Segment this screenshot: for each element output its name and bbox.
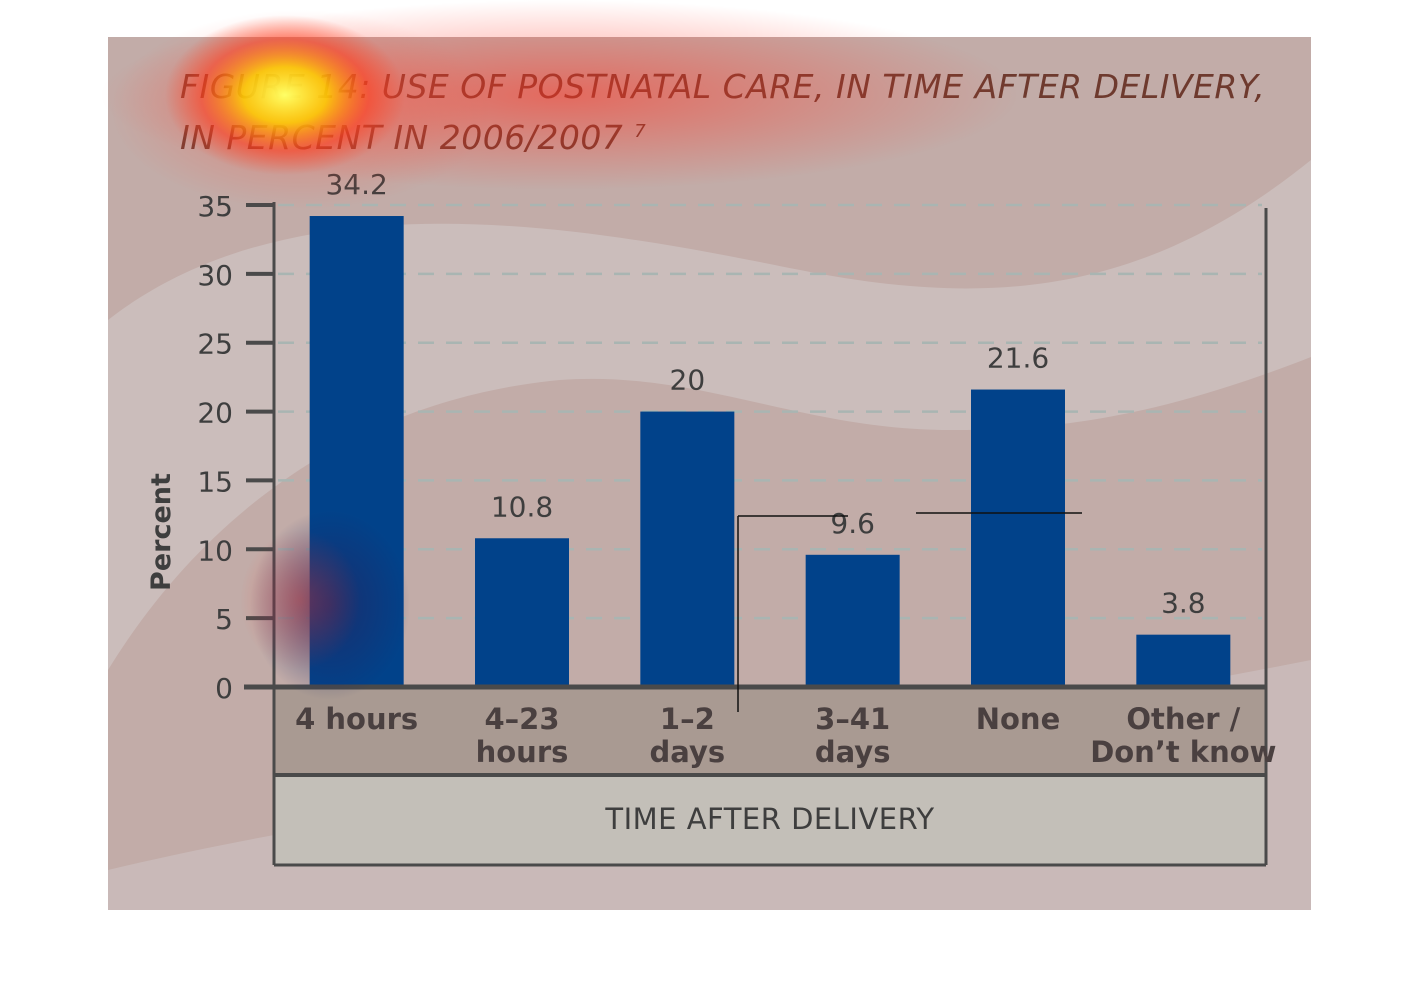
data-label: 3.8 bbox=[1161, 587, 1206, 620]
bar bbox=[805, 554, 900, 687]
category-label-band bbox=[274, 687, 1266, 775]
y-tick-label: 10 bbox=[197, 534, 233, 567]
data-label: 20 bbox=[670, 364, 706, 397]
category-label: None bbox=[976, 702, 1061, 736]
bar bbox=[1136, 634, 1231, 687]
category-label: days bbox=[650, 735, 726, 769]
y-tick-label: 30 bbox=[197, 259, 233, 292]
y-tick-label: 20 bbox=[197, 397, 233, 430]
category-label: 4–23 bbox=[484, 702, 559, 736]
category-label: 4 hours bbox=[295, 702, 418, 736]
background-wave bbox=[108, 160, 1311, 670]
category-label: Don’t know bbox=[1090, 735, 1276, 769]
bar bbox=[640, 411, 735, 687]
heatmap-overlay bbox=[165, 15, 405, 175]
category-label: 3–41 bbox=[815, 702, 890, 736]
bar bbox=[971, 389, 1065, 687]
heatmap-overlay bbox=[240, 530, 360, 670]
category-label: days bbox=[815, 735, 891, 769]
x-axis-title: TIME AFTER DELIVERY bbox=[604, 802, 934, 836]
y-tick-label: 0 bbox=[215, 672, 233, 705]
data-label: 9.6 bbox=[830, 507, 875, 540]
category-label: 1–2 bbox=[660, 702, 715, 736]
y-tick-label: 15 bbox=[197, 465, 233, 498]
y-tick-label: 25 bbox=[197, 328, 233, 361]
data-label: 10.8 bbox=[491, 490, 553, 523]
axis-title-band bbox=[274, 775, 1266, 865]
category-label: Other / bbox=[1126, 702, 1240, 736]
bar bbox=[475, 538, 569, 687]
data-label: 21.6 bbox=[987, 342, 1049, 375]
category-label: hours bbox=[476, 735, 569, 769]
y-axis-label: Percent bbox=[146, 473, 177, 591]
y-tick-label: 5 bbox=[215, 603, 233, 636]
